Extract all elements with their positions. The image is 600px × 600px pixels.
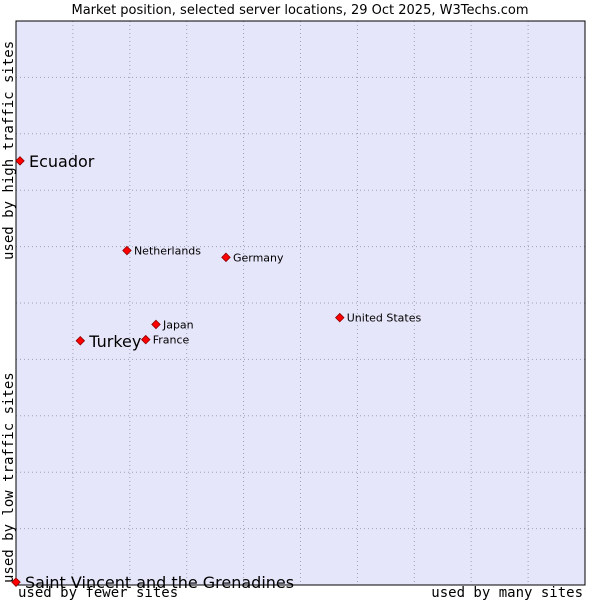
point-turkey: Turkey (75, 332, 141, 351)
point-netherlands: Netherlands (122, 245, 201, 258)
y-axis-label-top: used by high traffic sites (1, 41, 17, 260)
plot-border (15, 20, 586, 586)
label-france: France (153, 334, 190, 347)
data-points: Ecuador Netherlands Germany United States Ja… (11, 152, 422, 592)
y-axis-label-bottom: used by low traffic sites (1, 372, 17, 583)
grid-lines (16, 21, 585, 585)
chart-title: Market position, selected server locatio… (71, 3, 528, 18)
point-saint-vincent-and-the-grenadines: Saint Vincent and the Grenadines (11, 573, 294, 592)
x-axis-label-right: used by many sites (431, 585, 583, 600)
label-ecuador: Ecuador (29, 152, 95, 171)
marker-japan (151, 319, 161, 330)
label-netherlands: Netherlands (134, 245, 201, 258)
label-japan: Japan (162, 318, 194, 331)
x-axis-label-left: used by fewer sites (18, 585, 178, 600)
marker-united-states (334, 312, 345, 323)
marker-ecuador (15, 156, 25, 166)
label-turkey: Turkey (88, 332, 141, 351)
label-germany: Germany (233, 251, 284, 264)
point-japan: Japan (151, 318, 194, 331)
point-ecuador: Ecuador (15, 152, 95, 171)
point-france: France (140, 334, 190, 347)
label-saint-vincent-and-the-grenadines: Saint Vincent and the Grenadines (25, 573, 294, 592)
point-united-states: United States (334, 312, 422, 325)
point-germany: Germany (221, 251, 284, 264)
label-united-states: United States (347, 312, 422, 325)
marker-france (140, 334, 151, 345)
marker-turkey (75, 336, 86, 346)
marker-netherlands (122, 245, 132, 256)
marker-germany (221, 252, 231, 263)
marker-saint-vincent-and-the-grenadines (11, 577, 21, 587)
